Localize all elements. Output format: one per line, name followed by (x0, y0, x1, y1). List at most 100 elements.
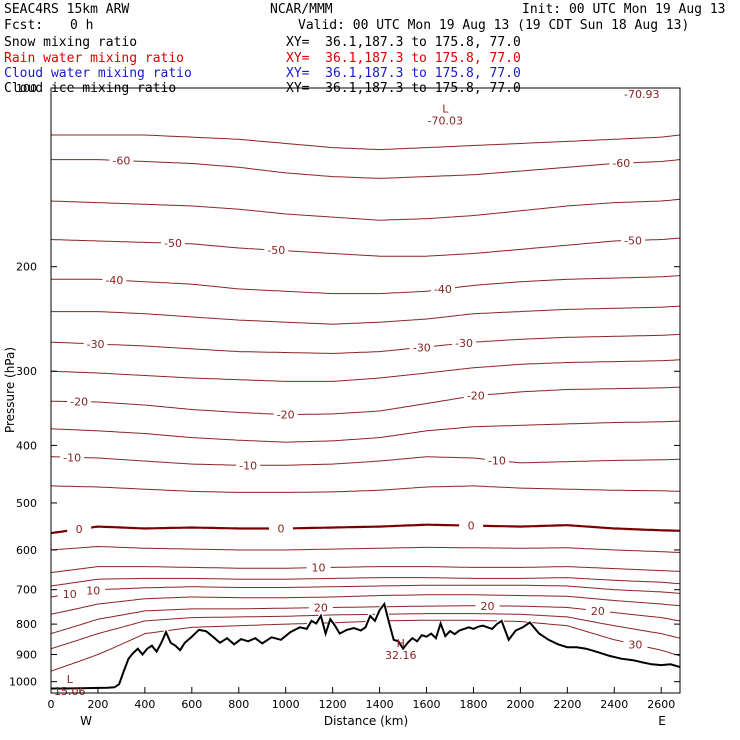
x-tick-label: 2600 (647, 698, 675, 711)
forecast-hour: 0 h (70, 18, 94, 33)
contour-label: 10 (63, 588, 77, 601)
contour-line (50, 566, 681, 574)
contour-line (50, 359, 681, 382)
contour-label: 10 (312, 562, 326, 575)
x-tick-label: 600 (181, 698, 202, 711)
contour-label: -40 (434, 283, 452, 296)
contour-label-bg (308, 600, 333, 614)
x-tick-label: 800 (228, 698, 249, 711)
extremum-value: -70.03 (428, 115, 463, 128)
top-right-extremum-label: -70.93 (624, 88, 659, 101)
model-title: SEAC4RS 15km ARW (4, 2, 130, 17)
contour-label-bg (409, 340, 434, 354)
contour-label-bg (475, 598, 500, 612)
contour-line (50, 198, 681, 221)
contour-label: 0 (76, 523, 83, 536)
contour-line (50, 594, 681, 615)
y-tick-label: 300 (16, 365, 37, 378)
contour-label-bg (161, 236, 186, 250)
extremum-marker: L (442, 103, 449, 116)
contour-label: -30 (455, 337, 473, 350)
contour-label: -60 (112, 155, 130, 168)
y-tick-label: 200 (16, 261, 37, 274)
contour-label: 20 (481, 600, 495, 613)
contour-label-bg (452, 336, 477, 350)
x-end-label-west: W (80, 714, 92, 728)
y-tick-label: 1000 (9, 676, 37, 689)
contour-line (51, 485, 680, 493)
org-label: NCAR/MMM (270, 2, 333, 17)
x-axis-title: Distance (km) (324, 714, 408, 728)
contour-label-bg (621, 233, 646, 247)
extremum-marker: H (397, 637, 405, 650)
x-tick-label: 1000 (272, 698, 300, 711)
contour-label-bg (463, 388, 488, 402)
contour-label-bg (609, 156, 634, 170)
y-tick-label: 800 (16, 618, 37, 631)
contour-line (50, 545, 681, 553)
contour-label-bg (236, 458, 261, 472)
contour-label: -10 (488, 454, 506, 467)
y-tick-label: 600 (16, 544, 37, 557)
terrain-line (51, 601, 681, 690)
x-tick-label: 1400 (366, 698, 394, 711)
valid-time: Valid: 00 UTC Mon 19 Aug 13 (19 CDT Sun … (298, 18, 690, 33)
contour-label: 0 (278, 522, 285, 535)
contour-label: 30 (628, 638, 642, 651)
contour-label: -20 (70, 396, 88, 409)
terrain-fill (51, 604, 680, 693)
contour-label-bg (67, 522, 92, 536)
plot-frame (50, 87, 681, 694)
contour-label: -50 (164, 237, 182, 250)
init-time: Init: 00 UTC Mon 19 Aug 13 (522, 2, 726, 17)
contour-label-bg (585, 603, 610, 617)
field-xy-snow: XY= 36.1,187.3 to 175.8, 77.0 (286, 35, 521, 50)
contour-line (50, 333, 681, 355)
y-tick-label: 500 (16, 497, 37, 510)
x-tick-label: 2000 (506, 698, 534, 711)
x-tick-label: 1800 (459, 698, 487, 711)
contour-label: -50 (267, 244, 285, 257)
extremum-marker: L (67, 673, 74, 686)
field-label-snow: Snow mixing ratio (4, 35, 138, 50)
contour-line (50, 523, 681, 535)
contour-label: -10 (63, 451, 81, 464)
contour-label: 20 (314, 602, 328, 615)
contour-line (51, 134, 681, 151)
y-tick-label: 400 (16, 439, 37, 452)
contour-label: -20 (467, 390, 485, 403)
contour-label: -30 (87, 338, 105, 351)
contour-label-bg (306, 560, 331, 574)
contour-line (51, 275, 681, 295)
x-tick-label: 0 (48, 698, 55, 711)
y-tick-label: 900 (16, 648, 37, 661)
contour-label-bg (269, 521, 294, 535)
field-label-rain: Rain water mixing ratio (4, 51, 185, 66)
contour-label: -50 (624, 234, 642, 247)
contour-label-bg (484, 453, 509, 467)
x-tick-label: 200 (87, 698, 108, 711)
x-tick-label: 2200 (553, 698, 581, 711)
contour-label: 10 (86, 584, 100, 597)
contour-label-bg (57, 587, 82, 601)
contour-label: -60 (612, 157, 630, 170)
x-end-label-east: E (658, 714, 666, 728)
contour-label: -30 (413, 341, 431, 354)
contour-label-bg (264, 243, 289, 257)
contour-line (51, 159, 681, 179)
contour-label: -20 (277, 409, 295, 422)
contour-line (50, 386, 681, 416)
contour-layer: -60 -60 -50 -50 -50 -40 -40 -30 -30 -30 -20 -20 -20 -… (50, 134, 681, 672)
contour-label: 20 (591, 605, 605, 618)
axes-layer: 0 200 400 600 800 1000 1200 1400 1600 1800 2000 220… (9, 82, 680, 711)
x-tick-label: 2400 (600, 698, 628, 711)
contour-label-bg (430, 282, 455, 296)
contour-label: 0 (468, 520, 475, 533)
contour-label-bg (102, 273, 127, 287)
contour-line (51, 305, 681, 325)
contour-label: -40 (105, 274, 123, 287)
contour-line (50, 584, 681, 598)
extremum-value: 32.16 (385, 649, 417, 662)
x-tick-label: 400 (134, 698, 155, 711)
